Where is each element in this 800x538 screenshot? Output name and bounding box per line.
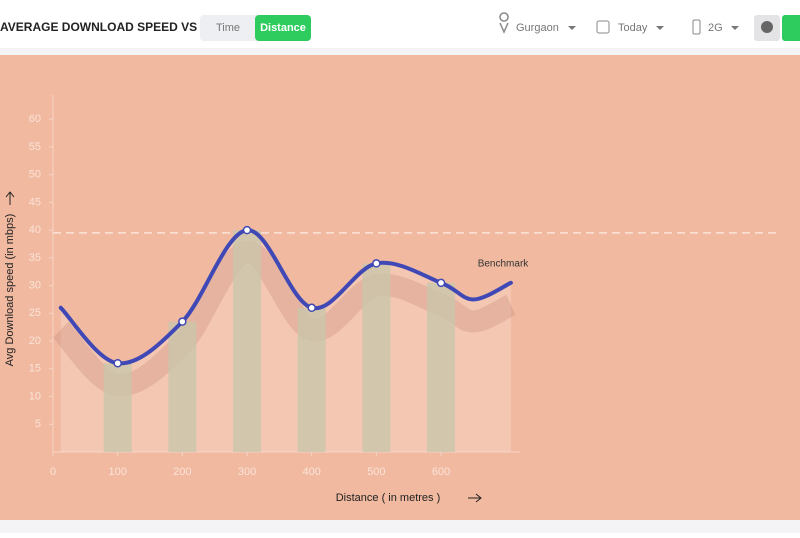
point [307,303,316,313]
chart-panel [0,55,800,520]
x-tick-label: 0 [50,466,56,478]
header-bar [0,0,800,48]
phone-icon [692,19,701,35]
toggle-distance[interactable]: Distance [260,22,306,34]
x-tick-label: 600 [432,466,450,478]
bar [427,282,456,452]
header-title: AVERAGE DOWNLOAD SPEED VS [0,20,197,34]
x-tick-label: 100 [108,466,126,478]
y-tick-label: 15 [29,363,41,375]
benchmark-label: Benchmark [478,259,530,270]
y-tick-label: 45 [29,196,41,208]
toggle-time[interactable]: Time [216,22,240,34]
y-tick-label: 35 [29,252,41,264]
filter-date[interactable]: Today [618,22,648,34]
y-tick-label: 55 [29,141,41,153]
x-tick-label: 500 [367,466,385,478]
bar [168,321,197,452]
point [178,317,187,326]
y-tick-label: 25 [29,307,41,319]
chart-button[interactable] [782,15,800,41]
x-tick-label: 400 [303,466,321,478]
calendar-icon [596,20,610,34]
line [58,228,513,366]
x-tick-label: 300 [238,466,256,478]
x-axis-label: Distance ( in metres ) [336,492,441,504]
y-tick-label: 40 [29,224,41,236]
y-tick-label: 50 [29,169,41,181]
caret [731,26,739,30]
filter-network[interactable]: 2G [708,22,723,34]
point [372,259,381,268]
filter-location[interactable]: Gurgaon [516,22,559,34]
y-axis-label: Avg Download speed (in mbps) [4,214,16,367]
bar [103,363,132,452]
point [436,278,446,288]
bar [297,307,326,452]
caret [656,26,664,30]
toggle-active [255,15,311,41]
point [242,225,252,235]
point [113,359,122,368]
x-arrow [468,493,482,503]
y-tick-label: 20 [29,335,41,347]
y-arrow [5,191,15,205]
y-tick-label: 30 [29,280,41,292]
bar [233,230,262,452]
shadow [52,241,516,397]
y-tick-label: 10 [29,390,41,402]
pin-icon [499,12,509,34]
x-tick-label: 200 [173,466,191,478]
bar [362,263,391,452]
y-tick-label: 60 [29,113,41,125]
y-tick-label: 5 [35,418,41,430]
map-icon [761,21,773,33]
caret [568,26,576,30]
